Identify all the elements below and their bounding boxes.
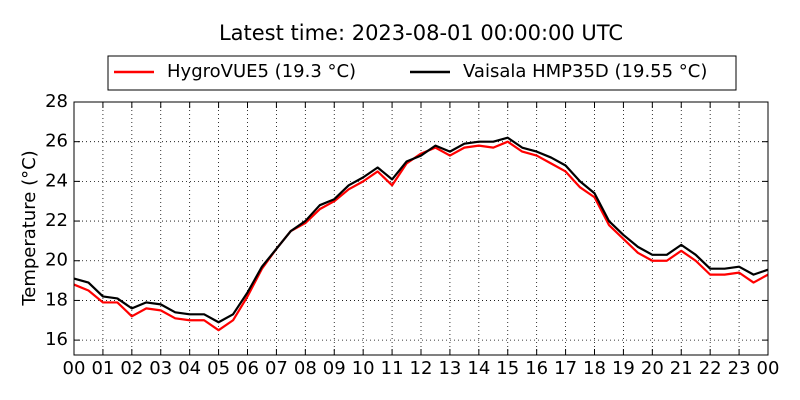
series-line xyxy=(73,136,769,324)
x-tick-label: 09 xyxy=(323,358,346,379)
x-tick-label: 13 xyxy=(438,358,461,379)
x-tick-label: 05 xyxy=(207,358,230,379)
chart-title: Latest time: 2023-08-01 00:00:00 UTC xyxy=(219,21,623,45)
series-line xyxy=(73,140,769,332)
x-tick-label: 20 xyxy=(641,358,664,379)
y-tick-label: 20 xyxy=(45,250,68,271)
y-tick-label: 26 xyxy=(45,131,68,152)
y-tick-label: 28 xyxy=(45,91,68,112)
x-tick-label: 11 xyxy=(381,358,404,379)
x-tick-label: 03 xyxy=(149,358,172,379)
x-tick-label: 23 xyxy=(728,358,751,379)
x-tick-label: 04 xyxy=(178,358,201,379)
x-tick-label: 00 xyxy=(757,358,780,379)
y-tick-label: 18 xyxy=(45,289,68,310)
y-tick-label: 16 xyxy=(45,329,68,350)
x-tick-label: 22 xyxy=(699,358,722,379)
x-tick-label: 01 xyxy=(91,358,114,379)
plot-frame xyxy=(73,101,769,356)
legend-label: HygroVUE5 (19.3 °C) xyxy=(167,61,356,82)
y-axis-label: Temperature (°C) xyxy=(19,150,40,306)
x-tick-label: 16 xyxy=(525,358,548,379)
x-tick-label: 00 xyxy=(63,358,86,379)
y-tick-label: 24 xyxy=(45,170,68,191)
x-tick-label: 07 xyxy=(265,358,288,379)
x-tick-label: 06 xyxy=(236,358,259,379)
x-tick-label: 12 xyxy=(410,358,433,379)
x-tick-label: 19 xyxy=(612,358,635,379)
y-tick-label: 22 xyxy=(45,210,68,231)
x-tick-label: 15 xyxy=(496,358,519,379)
x-tick-label: 18 xyxy=(583,358,606,379)
x-tick-label: 02 xyxy=(120,358,143,379)
x-tick-label: 08 xyxy=(294,358,317,379)
x-tick-label: 17 xyxy=(554,358,577,379)
legend-label: Vaisala HMP35D (19.55 °C) xyxy=(463,61,707,82)
x-tick-label: 10 xyxy=(352,358,375,379)
x-tick-label: 21 xyxy=(670,358,693,379)
x-tick-label: 14 xyxy=(467,358,490,379)
